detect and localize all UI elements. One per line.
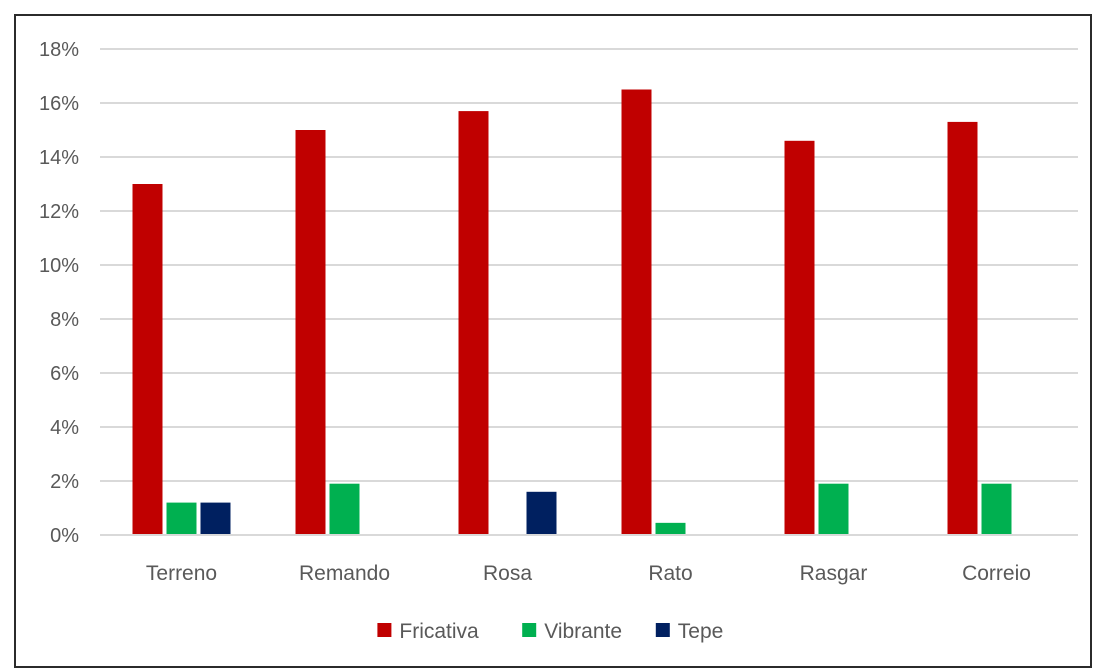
legend-swatch [377, 623, 392, 637]
legend-label: Vibrante [544, 620, 622, 643]
x-category-label: Terreno [146, 562, 217, 585]
y-tick-label: 18% [39, 39, 79, 61]
bar-fricativa [132, 184, 163, 535]
bar-vibrante [655, 522, 686, 535]
y-tick-label: 0% [50, 525, 79, 547]
x-category-label: Remando [299, 562, 390, 585]
bar-vibrante [818, 483, 849, 535]
legend-item: Fricativa [377, 620, 479, 643]
y-tick-label: 10% [39, 255, 79, 277]
bar-fricativa [621, 89, 652, 535]
y-axis-ticks: 0% 2% 4% 6% 8% 10% 12% 14% 16% 18% [39, 39, 79, 547]
y-tick-label: 14% [39, 147, 79, 169]
x-category-label: Rasgar [800, 562, 868, 585]
y-tick-label: 8% [50, 309, 79, 331]
bar-fricativa [458, 111, 489, 535]
y-tick-label: 16% [39, 93, 79, 115]
bars [132, 89, 1012, 536]
y-tick-label: 4% [50, 417, 79, 439]
bar-tepe [526, 491, 557, 535]
bar-tepe [200, 502, 231, 535]
x-axis-categories: Terreno Remando Rosa Rato Rasgar Correio [146, 562, 1031, 585]
legend-label: Fricativa [399, 620, 479, 643]
y-tick-label: 2% [50, 471, 79, 493]
legend-swatch [655, 623, 670, 637]
bar-vibrante [329, 483, 360, 535]
y-tick-label: 6% [50, 363, 79, 385]
bar-fricativa [784, 140, 815, 536]
legend-swatch [522, 623, 537, 637]
x-category-label: Rosa [483, 562, 532, 585]
y-tick-label: 12% [39, 201, 79, 223]
bar-vibrante [166, 502, 197, 535]
x-category-label: Correio [962, 562, 1031, 585]
legend-item: Vibrante [522, 620, 622, 643]
legend-item: Tepe [655, 620, 724, 643]
x-category-label: Rato [648, 562, 692, 585]
bar-fricativa [295, 130, 326, 535]
legend: Fricativa Vibrante Tepe [377, 620, 723, 643]
gridlines [100, 48, 1078, 482]
legend-label: Tepe [678, 620, 724, 643]
chart-frame [14, 14, 1092, 668]
bar-fricativa [947, 121, 978, 536]
bar-vibrante [981, 483, 1012, 535]
